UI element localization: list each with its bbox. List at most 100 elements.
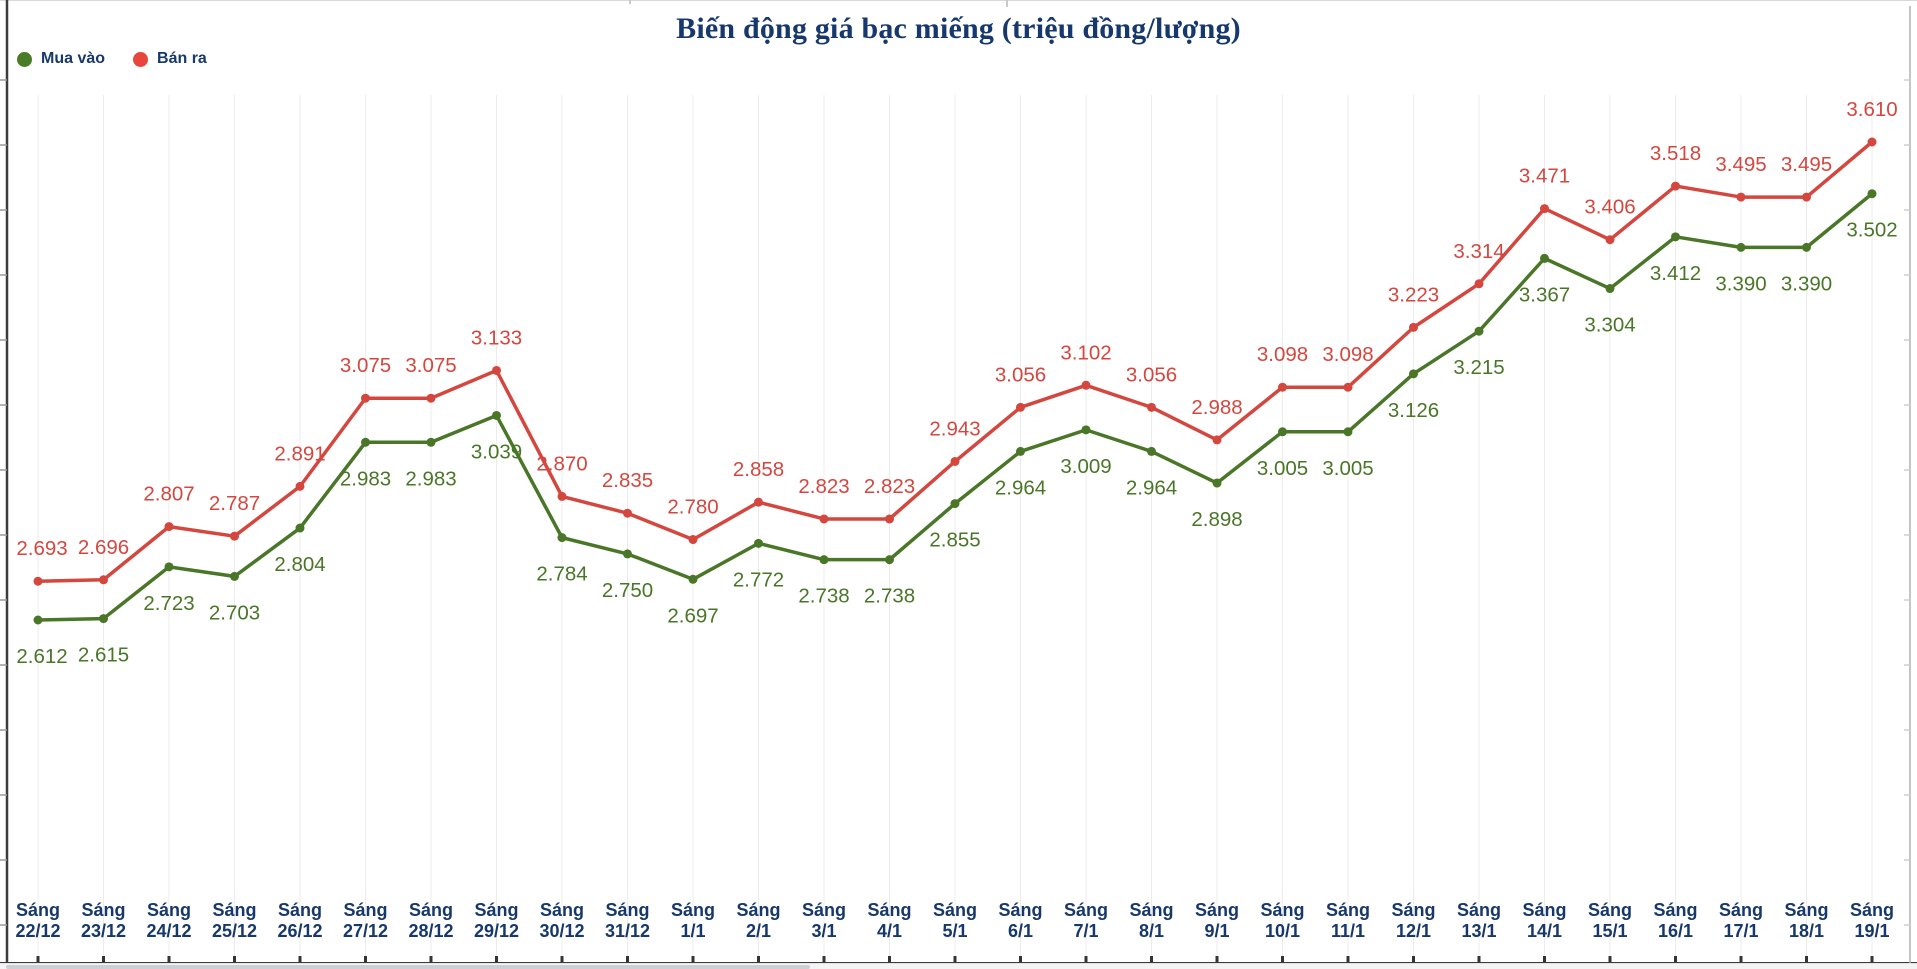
data-label: 3.495 <box>1715 153 1766 176</box>
x-axis-label: Sáng 5/1 <box>933 900 977 941</box>
data-point-mua-vao[interactable] <box>361 437 370 447</box>
x-axis-tick <box>36 956 40 963</box>
data-point-ban-ra[interactable] <box>295 481 305 491</box>
data-point-ban-ra[interactable] <box>688 535 698 545</box>
data-label: 3.223 <box>1388 283 1439 306</box>
horizontal-scrollbar-track[interactable] <box>0 963 1917 969</box>
legend: Mua vào Bán ra <box>17 50 207 68</box>
data-point-ban-ra[interactable] <box>1671 181 1680 191</box>
data-point-ban-ra[interactable] <box>885 514 894 524</box>
data-point-mua-vao[interactable] <box>492 410 501 420</box>
data-label: 3.098 <box>1322 343 1373 366</box>
data-point-mua-vao[interactable] <box>295 523 305 533</box>
x-axis-label: Sáng 18/1 <box>1784 900 1828 941</box>
x-axis-label: Sáng 1/1 <box>671 900 715 941</box>
x-axis-tick <box>233 956 236 963</box>
data-label: 2.723 <box>143 592 194 615</box>
data-point-ban-ra[interactable] <box>164 522 174 532</box>
data-point-mua-vao[interactable] <box>99 614 108 624</box>
data-label: 3.390 <box>1781 272 1832 295</box>
data-point-ban-ra[interactable] <box>1212 435 1222 445</box>
data-point-ban-ra[interactable] <box>1343 382 1353 392</box>
x-axis-label: Sáng 12/1 <box>1391 900 1435 941</box>
data-point-ban-ra[interactable] <box>754 497 763 507</box>
data-point-ban-ra[interactable] <box>1147 402 1156 412</box>
top-border <box>0 0 1917 1</box>
data-point-ban-ra[interactable] <box>557 491 567 501</box>
data-point-mua-vao[interactable] <box>1409 369 1418 379</box>
data-point-ban-ra[interactable] <box>426 393 436 403</box>
data-point-mua-vao[interactable] <box>164 562 174 572</box>
data-label: 2.855 <box>929 529 980 552</box>
data-point-mua-vao[interactable] <box>33 615 43 625</box>
data-point-mua-vao[interactable] <box>1540 253 1549 263</box>
data-label: 2.807 <box>143 483 194 506</box>
data-point-mua-vao[interactable] <box>1867 189 1877 199</box>
data-label: 3.005 <box>1322 457 1373 480</box>
data-point-mua-vao[interactable] <box>1278 427 1287 437</box>
data-point-mua-vao[interactable] <box>623 549 632 559</box>
data-point-ban-ra[interactable] <box>1474 279 1484 289</box>
data-point-ban-ra[interactable] <box>1409 322 1418 332</box>
legend-item-ban-ra[interactable]: Bán ra <box>133 50 207 68</box>
data-point-ban-ra[interactable] <box>1736 192 1746 202</box>
legend-item-mua-vao[interactable]: Mua vào <box>17 50 105 68</box>
x-axis-label: Sáng 4/1 <box>867 900 911 941</box>
data-point-ban-ra[interactable] <box>623 508 632 518</box>
data-point-mua-vao[interactable] <box>1147 446 1156 456</box>
data-point-mua-vao[interactable] <box>1671 232 1680 242</box>
data-point-ban-ra[interactable] <box>1867 137 1877 147</box>
data-point-mua-vao[interactable] <box>688 574 698 584</box>
data-point-ban-ra[interactable] <box>492 365 501 375</box>
data-point-mua-vao[interactable] <box>1016 446 1025 456</box>
legend-dot-red <box>133 51 149 67</box>
data-point-mua-vao[interactable] <box>230 571 239 581</box>
data-label: 2.696 <box>78 536 129 559</box>
x-axis-tick <box>1412 956 1415 963</box>
data-point-mua-vao[interactable] <box>950 499 960 509</box>
data-point-ban-ra[interactable] <box>230 531 239 541</box>
x-axis-label: Sáng 16/1 <box>1653 900 1697 941</box>
data-point-mua-vao[interactable] <box>1802 242 1811 252</box>
data-point-ban-ra[interactable] <box>361 393 370 403</box>
data-point-ban-ra[interactable] <box>1605 235 1615 245</box>
data-point-mua-vao[interactable] <box>1605 284 1615 294</box>
data-point-mua-vao[interactable] <box>754 538 763 548</box>
x-axis-label: Sáng 29/12 <box>474 900 519 941</box>
x-axis-tick <box>1477 956 1481 963</box>
x-axis-label: Sáng 31/12 <box>605 900 650 941</box>
data-point-mua-vao[interactable] <box>557 533 567 543</box>
data-point-mua-vao[interactable] <box>1343 427 1353 437</box>
horizontal-scrollbar-thumb[interactable] <box>6 965 810 969</box>
data-label: 2.988 <box>1191 396 1242 419</box>
data-point-mua-vao[interactable] <box>426 437 436 447</box>
data-point-ban-ra[interactable] <box>1540 204 1549 214</box>
data-label: 2.772 <box>733 568 784 591</box>
data-point-mua-vao[interactable] <box>1474 326 1484 336</box>
data-point-ban-ra[interactable] <box>819 514 829 524</box>
data-label: 2.870 <box>536 452 587 475</box>
data-label: 2.615 <box>78 644 129 667</box>
data-point-ban-ra[interactable] <box>99 575 108 585</box>
data-label: 3.610 <box>1846 98 1897 121</box>
data-point-mua-vao[interactable] <box>1736 242 1746 252</box>
data-label: 3.502 <box>1846 219 1897 242</box>
data-point-ban-ra[interactable] <box>33 576 43 586</box>
data-point-ban-ra[interactable] <box>1278 382 1287 392</box>
x-axis-label: Sáng 13/1 <box>1457 900 1501 941</box>
data-point-ban-ra[interactable] <box>1802 192 1811 202</box>
x-axis-label: Sáng 22/12 <box>15 900 60 941</box>
data-point-ban-ra[interactable] <box>1081 380 1091 390</box>
x-axis-tick <box>1084 956 1088 963</box>
x-axis-label: Sáng 23/12 <box>81 900 126 941</box>
x-axis-label: Sáng 24/12 <box>146 900 191 941</box>
x-axis-label: Sáng 19/1 <box>1850 900 1894 941</box>
data-point-mua-vao[interactable] <box>1212 478 1222 488</box>
data-point-ban-ra[interactable] <box>950 456 960 466</box>
data-point-mua-vao[interactable] <box>819 555 829 565</box>
data-label: 3.471 <box>1519 165 1570 188</box>
data-point-ban-ra[interactable] <box>1016 402 1025 412</box>
data-point-mua-vao[interactable] <box>885 555 894 565</box>
data-point-mua-vao[interactable] <box>1081 425 1091 435</box>
legend-dot-green <box>17 51 32 67</box>
